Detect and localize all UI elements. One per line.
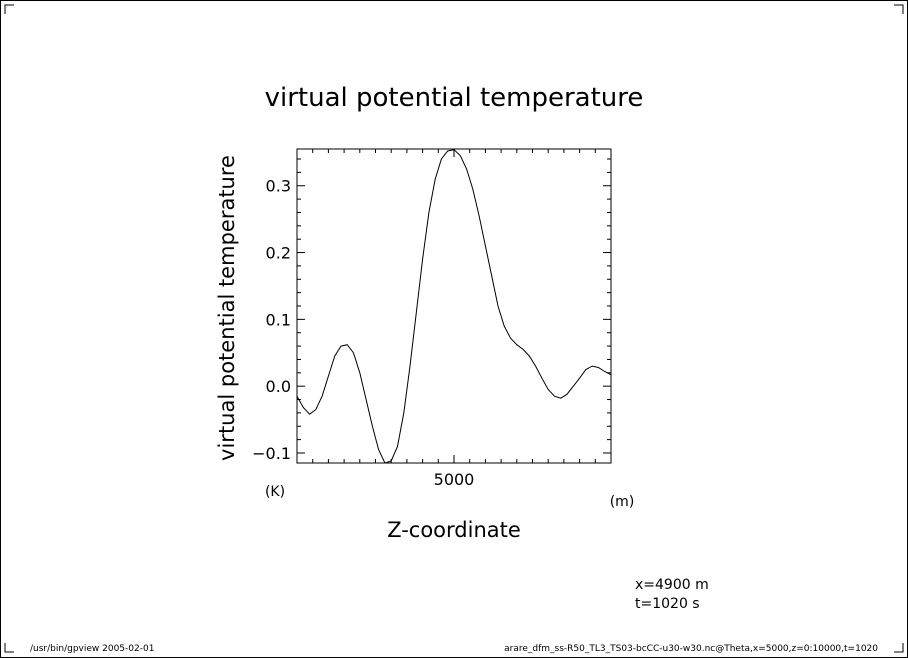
axis-ticks	[297, 149, 611, 463]
annotation-t: t=1020 s	[635, 596, 700, 612]
x-tick-label: 5000	[434, 470, 475, 489]
chart-title: virtual potential temperature	[265, 83, 644, 113]
y-tick-label: 0.3	[266, 177, 291, 196]
y-tick-label: −0.1	[252, 444, 291, 463]
tick-labels: −0.1 0.0 0.1 0.2 0.3 5000	[252, 177, 474, 489]
x-axis-label: Z-coordinate	[387, 518, 521, 542]
plot-frame	[296, 148, 612, 464]
y-axis-label: virtual potential temperature	[215, 155, 239, 461]
footer-right: arare_dfm_ss-R50_TL3_TS03-bcCC-u30-w30.n…	[504, 644, 878, 654]
y-tick-label: 0.1	[266, 310, 291, 329]
y-tick-label: 0.2	[266, 244, 291, 263]
y-unit-label: (K)	[265, 484, 285, 500]
y-tick-label: 0.0	[266, 377, 291, 396]
footer-left: /usr/bin/gpview 2005-02-01	[30, 644, 154, 654]
x-unit-label: (m)	[610, 494, 635, 510]
series-line	[297, 149, 611, 463]
annotation-x: x=4900 m	[635, 577, 709, 593]
corner-marks	[4, 4, 904, 653]
